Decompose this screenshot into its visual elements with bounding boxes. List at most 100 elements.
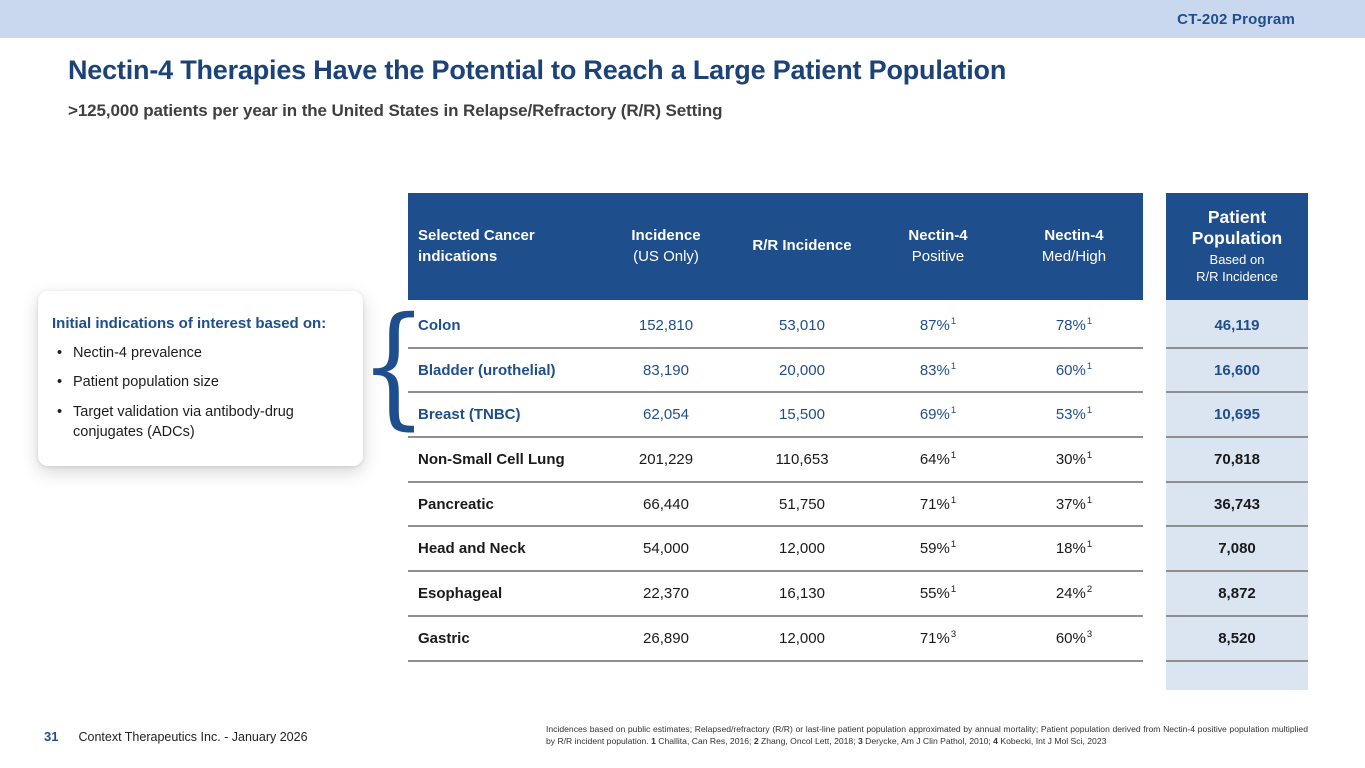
pp-value: 10,695 (1166, 393, 1308, 439)
footnote: Incidences based on public estimates; Re… (546, 723, 1308, 748)
cell-rr-incidence: 110,653 (775, 450, 829, 468)
column-header-mh-main: Nectin-4 (1044, 227, 1104, 245)
column-header-mh-sub: Med/High (1041, 247, 1107, 265)
cell-nectin4-medhigh: 18%1 (1055, 539, 1093, 558)
cell-nectin4-medhigh: 60%1 (1055, 360, 1093, 379)
cell-indication: Esophageal (418, 584, 503, 602)
footnote-reference: 3 (950, 628, 957, 640)
cell-indication: Head and Neck (418, 540, 526, 558)
cell-rr-incidence: 12,000 (779, 540, 825, 558)
footnote-reference: 3 (1086, 628, 1093, 640)
footnote-reference: 1 (1086, 539, 1093, 551)
cell-indication: Colon (418, 316, 461, 334)
table-body: Colon 152,810 53,010 87%1 78%1 Bladder (… (408, 300, 1143, 662)
footnote-reference: 1 (950, 405, 957, 417)
cell-nectin4-positive: 64%1 (919, 449, 957, 468)
cell-incidence: 83,190 (643, 361, 689, 379)
pp-column-body: 46,119 16,600 10,695 70,818 36,743 7,080 8,872… (1166, 300, 1308, 690)
cell-incidence: 62,054 (643, 406, 689, 424)
cell-indication: Bladder (urothelial) (418, 361, 556, 379)
cell-nectin4-medhigh: 30%1 (1055, 449, 1093, 468)
cell-rr-incidence: 15,500 (779, 406, 825, 424)
pp-value: 16,600 (1166, 349, 1308, 394)
table-row: Colon 152,810 53,010 87%1 78%1 (408, 304, 1143, 349)
footnote-ref-number: 4 (993, 736, 998, 747)
table-row: Breast (TNBC) 62,054 15,500 69%1 53%1 (408, 393, 1143, 439)
cell-rr-incidence: 16,130 (779, 584, 825, 602)
brace-decoration: { (360, 289, 428, 443)
cell-nectin4-medhigh: 78%1 (1055, 315, 1093, 334)
cell-incidence: 201,229 (638, 450, 694, 468)
cell-incidence: 66,440 (643, 495, 689, 513)
cell-nectin4-positive: 71%3 (919, 628, 957, 647)
cell-indication: Gastric (418, 629, 470, 647)
top-banner: CT-202 Program (0, 0, 1365, 38)
footnote-reference: 1 (1086, 494, 1093, 506)
column-header-rr-incidence: R/R Incidence (734, 236, 870, 256)
column-header-incidence-sub: (US Only) (633, 247, 699, 265)
footnote-reference: 1 (1086, 360, 1093, 372)
cell-indication: Pancreatic (418, 495, 494, 513)
footnote-text: Kobecki, Int J Mol Sci, 2023 (997, 736, 1107, 747)
column-header-indications: Selected Cancer indications (418, 227, 535, 265)
cell-incidence: 152,810 (638, 316, 694, 334)
column-header-np-sub: Positive (911, 247, 965, 265)
footnote-reference: 1 (950, 315, 957, 327)
cell-rr-incidence: 53,010 (779, 316, 825, 334)
cell-nectin4-positive: 87%1 (919, 315, 957, 334)
pp-column-header: Patient Population Based on R/R Incidenc… (1166, 193, 1308, 300)
column-header-nectin4-positive: Nectin-4 Positive (870, 226, 1006, 267)
footnote-ref-number: 1 (651, 736, 656, 747)
callout-bullet: Nectin-4 prevalence (52, 343, 324, 364)
cell-rr-incidence: 51,750 (779, 495, 825, 513)
footer: 31 Context Therapeutics Inc. - January 2… (44, 729, 308, 744)
cell-incidence: 54,000 (643, 540, 689, 558)
footnote-reference: 1 (950, 360, 957, 372)
footnote-text: Challita, Can Res, 2016; (655, 736, 754, 747)
pp-column-subtitle1: Based on (1209, 252, 1265, 268)
callout-bullet: Patient population size (52, 372, 324, 393)
pp-column-title: Patient Population (1191, 207, 1283, 249)
pp-value: 8,872 (1166, 572, 1308, 617)
table-row: Pancreatic 66,440 51,750 71%1 37%1 (408, 483, 1143, 528)
footnote-text: Derycke, Am J Clin Pathol, 2010; (862, 736, 994, 747)
footnote-reference: 1 (1086, 449, 1093, 461)
callout-box: Initial indications of interest based on… (38, 291, 363, 466)
table-row: Head and Neck 54,000 12,000 59%1 18%1 (408, 527, 1143, 573)
cell-nectin4-medhigh: 60%3 (1055, 628, 1093, 647)
cell-rr-incidence: 20,000 (779, 361, 825, 379)
footnote-reference: 1 (950, 494, 957, 506)
pp-value: 8,520 (1166, 617, 1308, 662)
column-header-rr-main: R/R Incidence (752, 237, 852, 255)
footnote-reference: 1 (950, 449, 957, 461)
cell-nectin4-medhigh: 53%1 (1055, 405, 1093, 424)
column-header-nectin4-medhigh: Nectin-4 Med/High (1006, 226, 1142, 267)
footer-company: Context Therapeutics Inc. - January 2026 (78, 730, 308, 744)
cell-nectin4-positive: 83%1 (919, 360, 957, 379)
footnote-reference: 2 (1086, 583, 1093, 595)
footnote-ref-number: 2 (753, 736, 759, 747)
cell-nectin4-positive: 71%1 (919, 494, 957, 513)
footnote-reference: 1 (950, 583, 957, 595)
pp-value: 46,119 (1166, 304, 1308, 349)
column-header-incidence-main: Incidence (631, 227, 701, 245)
footnote-reference: 1 (1086, 405, 1093, 417)
page-number: 31 (44, 729, 59, 744)
footnote-text: Incidences based on public estimates; Re… (546, 724, 1308, 747)
callout-bullets: Nectin-4 prevalence Patient population si… (52, 343, 347, 442)
cell-incidence: 22,370 (643, 584, 689, 602)
slide-subtitle: >125,000 patients per year in the United… (68, 101, 723, 120)
cell-nectin4-medhigh: 37%1 (1055, 494, 1093, 513)
column-header-np-main: Nectin-4 (908, 227, 968, 245)
pp-value: 36,743 (1166, 483, 1308, 528)
cell-nectin4-positive: 59%1 (919, 539, 957, 558)
cell-nectin4-medhigh: 24%2 (1055, 583, 1093, 602)
callout-heading: Initial indications of interest based on… (52, 315, 327, 332)
pp-value: 70,818 (1166, 438, 1308, 483)
slide-title: Nectin-4 Therapies Have the Potential to… (68, 55, 1007, 85)
cell-nectin4-positive: 55%1 (919, 583, 957, 602)
callout-bullet: Target validation via antibody-drug conj… (52, 402, 324, 443)
pp-value: 7,080 (1166, 527, 1308, 573)
footnote-text: Zhang, Oncol Lett, 2018; (758, 736, 858, 747)
